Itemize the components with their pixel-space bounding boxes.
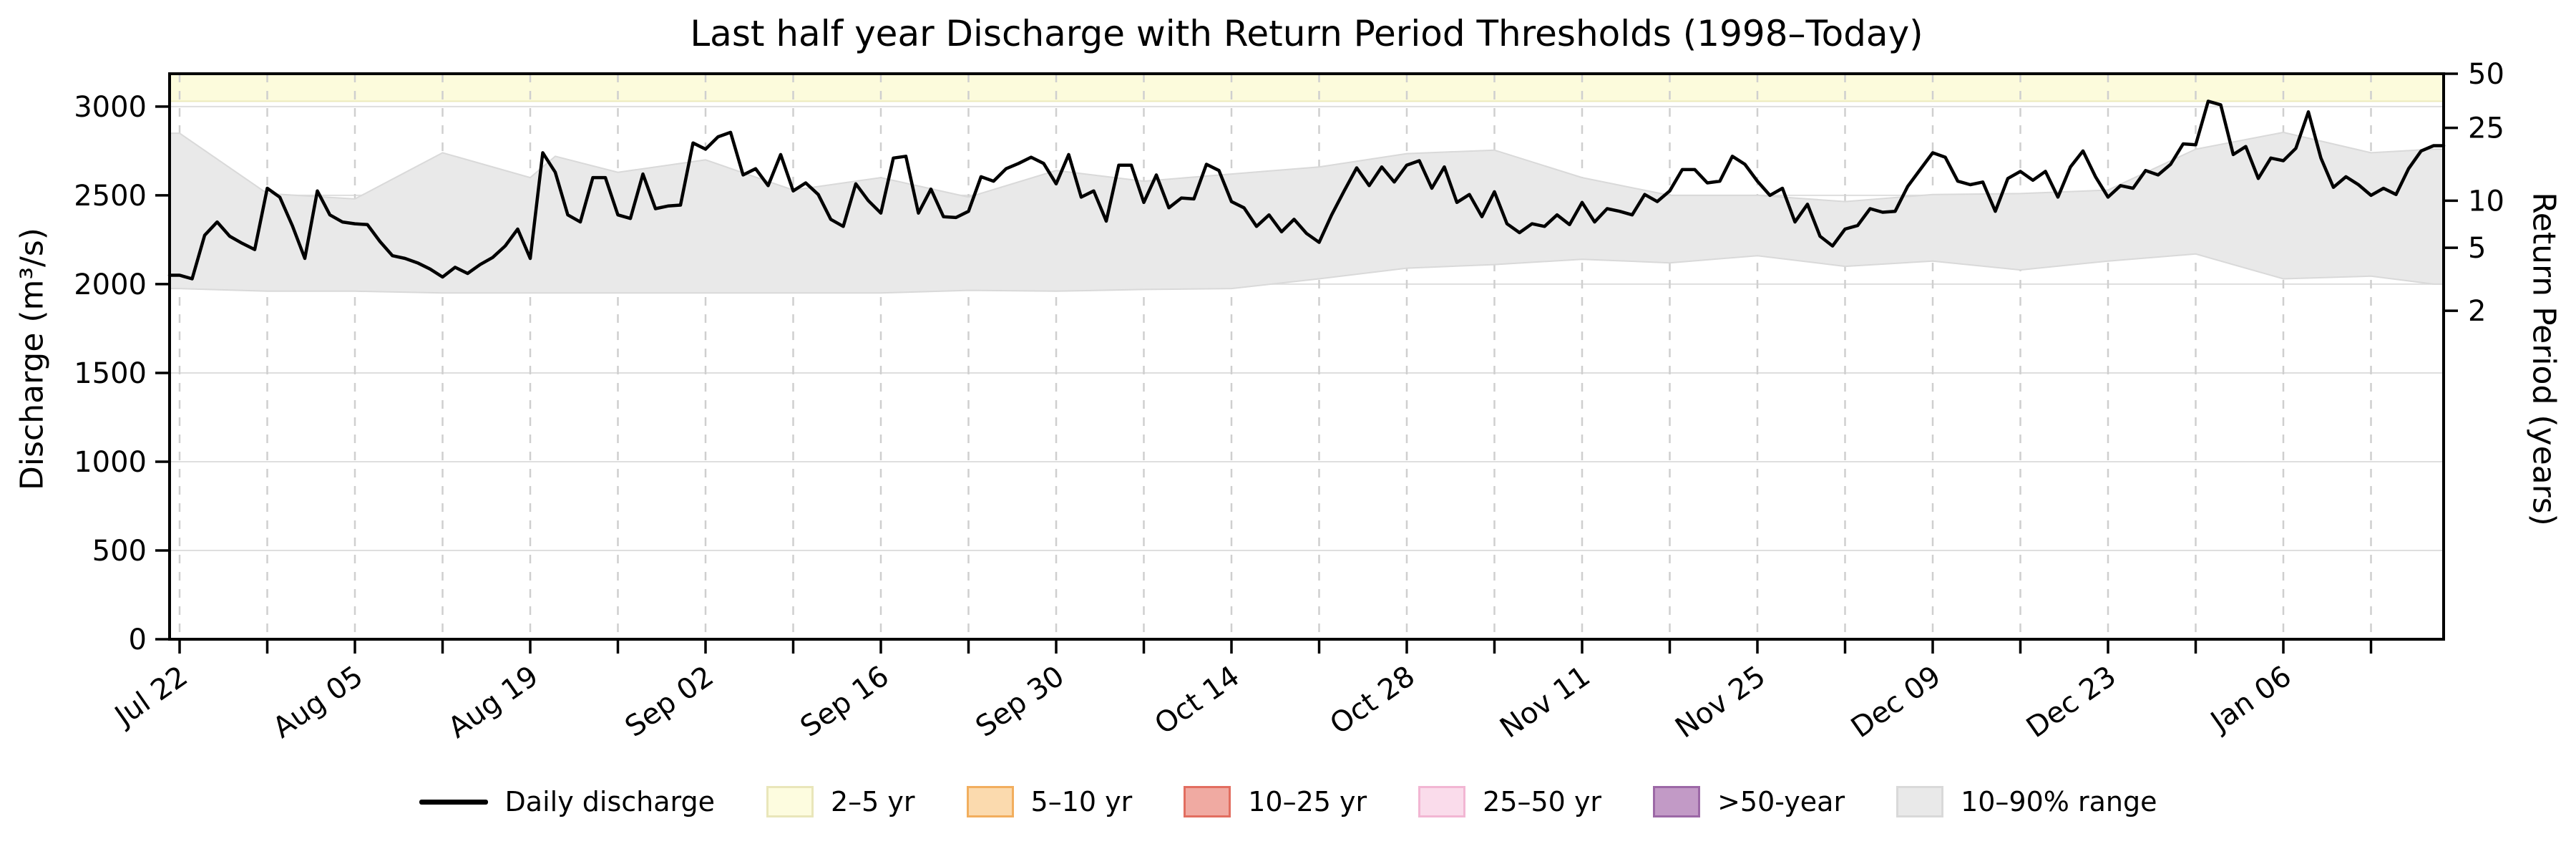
legend-item: Daily discharge: [419, 786, 715, 817]
legend-label: 5–10 yr: [1030, 786, 1133, 817]
legend: Daily discharge 2–5 yr 5–10 yr 10–25 yr 25–5…: [0, 786, 2576, 817]
legend-item: 10–90% range: [1896, 786, 2157, 817]
legend-label: 10–25 yr: [1248, 786, 1367, 817]
daily-discharge-line: [167, 100, 2446, 281]
y-tick-label-left: 1500: [74, 357, 147, 390]
legend-label: 2–5 yr: [830, 786, 915, 817]
x-tick-label: Jan 06: [2203, 660, 2297, 739]
y-tick-label-left: 500: [92, 535, 147, 568]
y-tick-label-right: 10: [2468, 185, 2504, 218]
legend-patch-swatch: [1184, 786, 1231, 817]
x-tick-label: Dec 09: [1845, 660, 1947, 745]
axes-frame: [168, 72, 2445, 641]
legend-label: Daily discharge: [504, 786, 715, 817]
x-tick-label: Aug 05: [267, 660, 369, 745]
legend-patch-swatch: [966, 786, 1014, 817]
legend-item: 5–10 yr: [966, 786, 1133, 817]
x-tick-label: Dec 23: [2021, 660, 2122, 745]
x-tick-label: Sep 16: [794, 660, 894, 744]
x-tick-label: Sep 30: [970, 660, 1070, 744]
y-tick-label-left: 2500: [74, 180, 147, 213]
y-tick-label-left: 1000: [74, 446, 147, 479]
y-axis-label-left: Discharge (m³/s): [14, 228, 51, 490]
y-tick-label-right: 50: [2468, 58, 2504, 91]
legend-patch-swatch: [1896, 786, 1944, 817]
legend-item: 10–25 yr: [1184, 786, 1367, 817]
y-tick-label-left: 0: [129, 623, 147, 656]
legend-patch-swatch: [766, 786, 814, 817]
x-tick-label: Nov 11: [1494, 660, 1596, 745]
threshold-band-2-5yr: [169, 73, 2444, 102]
legend-label: 25–50 yr: [1483, 786, 1602, 817]
x-tick-label: Oct 28: [1324, 660, 1421, 742]
legend-item: 2–5 yr: [766, 786, 915, 817]
x-tick-label: Sep 02: [619, 660, 719, 744]
legend-line-swatch: [419, 799, 488, 805]
y-tick-label-right: 25: [2468, 112, 2504, 145]
y-tick-label-right: 5: [2468, 232, 2486, 265]
legend-patch-swatch: [1653, 786, 1701, 817]
legend-item: 25–50 yr: [1418, 786, 1601, 817]
legend-patch-swatch: [1418, 786, 1466, 817]
y-tick-label-right: 2: [2468, 295, 2486, 328]
x-tick-label: Jul 22: [107, 660, 193, 734]
x-tick-label: Nov 25: [1669, 660, 1771, 745]
x-tick-label: Oct 14: [1149, 660, 1246, 742]
y-tick-label-left: 2000: [74, 268, 147, 301]
legend-label: 10–90% range: [1961, 786, 2157, 817]
chart-title: Last half year Discharge with Return Per…: [690, 13, 1923, 54]
legend-item: >50-year: [1653, 786, 1845, 817]
legend-label: >50-year: [1717, 786, 1845, 817]
percentile-range-band: [169, 131, 2444, 294]
y-axis-label-right: Return Period (years): [2525, 192, 2562, 526]
x-tick-label: Aug 19: [442, 660, 544, 745]
y-tick-label-left: 3000: [74, 91, 147, 124]
